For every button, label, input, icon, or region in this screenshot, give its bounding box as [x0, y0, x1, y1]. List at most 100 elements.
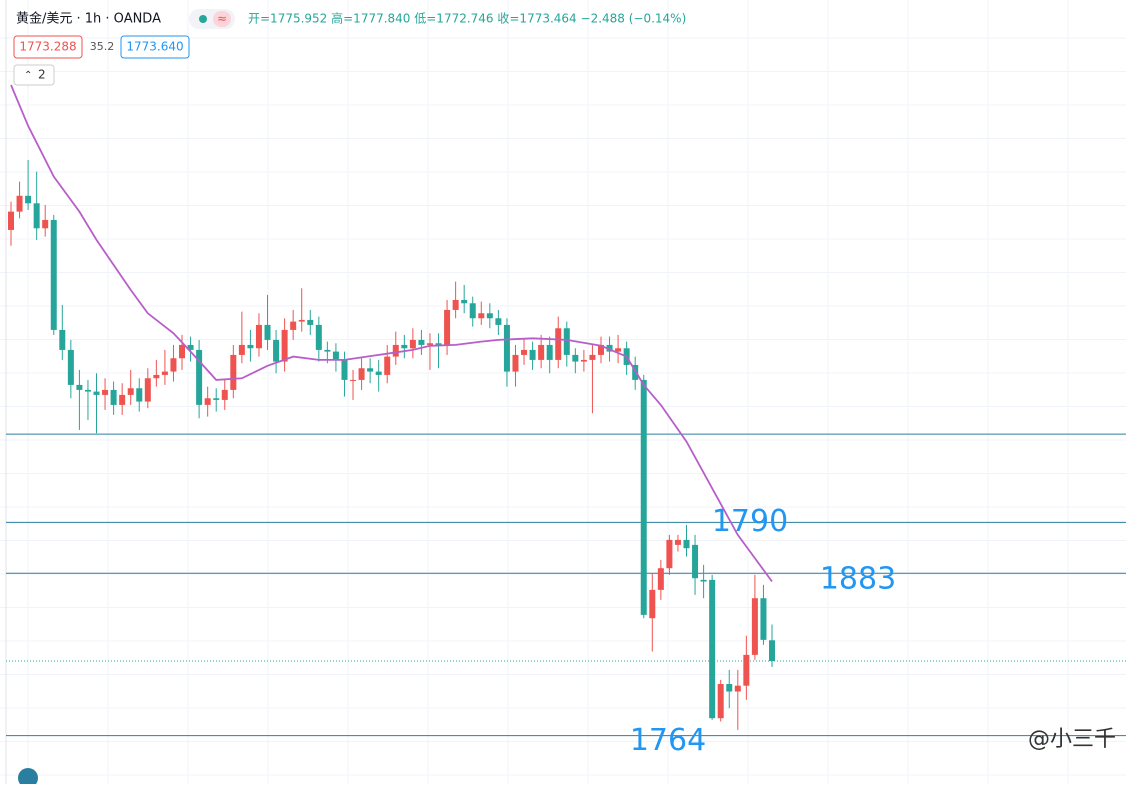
candle-body — [529, 349, 536, 360]
candle-body — [179, 344, 186, 359]
level-label: 1883 — [820, 562, 896, 597]
candle-body — [187, 344, 194, 350]
candle-body — [350, 379, 357, 381]
candle-body — [692, 544, 699, 579]
candle-body — [546, 344, 553, 360]
candle-body — [606, 344, 613, 352]
candle-body — [375, 371, 382, 375]
candle-body — [298, 319, 305, 322]
candle-body — [170, 358, 177, 372]
logo[interactable] — [18, 768, 38, 788]
candle-body — [102, 389, 109, 395]
candle-body — [119, 394, 126, 405]
candle-body — [196, 349, 203, 405]
candle-body — [760, 598, 767, 640]
candle-body — [392, 344, 399, 357]
candle-body — [401, 344, 408, 349]
candle-body — [657, 568, 664, 590]
candle-body — [580, 359, 587, 362]
spread: 35.2 — [90, 40, 115, 53]
candle-body — [743, 654, 750, 686]
candle-body — [726, 684, 733, 692]
candle-body — [512, 354, 519, 372]
buy-badge[interactable] — [120, 35, 190, 59]
candle-body — [640, 379, 647, 615]
wave-glyph: ≈ — [217, 12, 227, 26]
candle-body — [503, 324, 510, 372]
candle-body — [273, 339, 280, 362]
candle-body — [307, 319, 314, 325]
candle-body — [700, 579, 707, 582]
candle-body — [589, 354, 596, 360]
candle-body — [16, 195, 23, 212]
candle-body — [281, 329, 288, 362]
candle-body — [538, 344, 545, 360]
candle-body — [50, 219, 57, 330]
ohlc-legend: 开=1775.952 高=1777.840 低=1772.746 收=1773.… — [248, 11, 686, 26]
candle-body — [247, 344, 254, 349]
candle-body — [33, 203, 40, 229]
candle-body — [469, 303, 476, 319]
candle-body — [444, 309, 451, 345]
candles — [8, 84, 775, 730]
candle-body — [42, 219, 49, 229]
candle-body — [418, 339, 425, 345]
candle-body — [555, 328, 562, 360]
candle-body — [521, 349, 528, 355]
candle-body — [734, 685, 741, 692]
moving-average — [10, 84, 773, 583]
candle-body — [144, 378, 151, 402]
collapse-count: 2 — [38, 68, 46, 82]
candle-body — [161, 371, 168, 375]
collapse-arrow: ⌃ — [24, 70, 32, 81]
candle-body — [769, 640, 775, 661]
candle-body — [153, 374, 160, 379]
candle-body — [751, 598, 758, 655]
candle-body — [238, 344, 245, 355]
candle-body — [67, 349, 74, 385]
candle-body — [435, 343, 442, 345]
candle-body — [84, 389, 91, 392]
candle-body — [213, 398, 220, 400]
candle-body — [572, 354, 579, 362]
candle-body — [255, 324, 262, 349]
candle-body — [76, 384, 83, 390]
candle-body — [495, 318, 502, 325]
level-label: 1764 — [630, 723, 706, 758]
candle-body — [409, 339, 416, 349]
candle-body — [367, 368, 374, 372]
wave-icon — [213, 11, 231, 27]
candle-body — [136, 388, 143, 402]
candle-body — [221, 389, 228, 400]
candle-body — [8, 211, 14, 230]
sell-price: 1773.288 — [19, 40, 76, 54]
watermark: @小三千 — [1028, 727, 1116, 752]
candle-body — [358, 368, 365, 380]
candle-body — [683, 539, 690, 549]
buy-price: 1773.640 — [126, 40, 183, 54]
candle-body — [615, 348, 622, 352]
sell-badge[interactable] — [13, 35, 83, 59]
candle-body — [290, 321, 297, 330]
candle-body — [25, 195, 32, 204]
candle-body — [59, 329, 66, 350]
candle-body — [315, 324, 322, 350]
symbol: 黄金/美元 · 1h · OANDA — [16, 11, 161, 27]
candle-body — [563, 328, 570, 355]
candle-body — [127, 388, 134, 395]
collapse-button[interactable] — [13, 64, 55, 86]
candle-body — [264, 324, 271, 340]
candle-body — [597, 344, 604, 355]
status-dot — [199, 15, 207, 23]
candle-body — [324, 349, 331, 352]
candle-body — [204, 398, 211, 405]
candle-body — [674, 539, 681, 545]
candle-body — [709, 579, 716, 719]
candle-body — [110, 389, 117, 405]
candle-body — [93, 391, 100, 395]
candle-body — [341, 359, 348, 380]
